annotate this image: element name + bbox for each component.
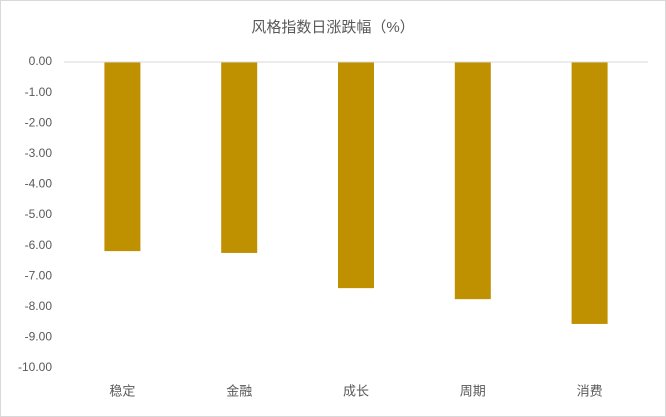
y-tick-label: -5.00 — [25, 207, 53, 221]
y-tick-label: -8.00 — [25, 299, 53, 313]
y-tick-label: -3.00 — [25, 146, 53, 160]
x-tick-label: 周期 — [460, 383, 486, 398]
y-tick-label: 0.00 — [29, 54, 53, 68]
y-tick-label: -1.00 — [25, 85, 53, 99]
y-tick-label: -7.00 — [25, 268, 53, 282]
y-tick-label: -6.00 — [25, 238, 53, 252]
bar — [221, 62, 258, 253]
y-tick-label: -9.00 — [25, 330, 53, 344]
y-tick-label: -10.00 — [18, 360, 52, 374]
x-tick-label: 金融 — [226, 383, 252, 398]
chart-title: 风格指数日涨跌幅（%） — [251, 19, 414, 36]
bar — [454, 62, 491, 300]
x-tick-label: 成长 — [343, 383, 369, 398]
x-tick-label: 消费 — [577, 383, 603, 398]
x-tick-label: 稳定 — [109, 383, 135, 398]
bar — [104, 62, 141, 252]
bar — [338, 62, 374, 289]
y-tick-label: -4.00 — [25, 177, 53, 191]
bar — [571, 62, 608, 324]
y-tick-label: -2.00 — [25, 115, 53, 129]
